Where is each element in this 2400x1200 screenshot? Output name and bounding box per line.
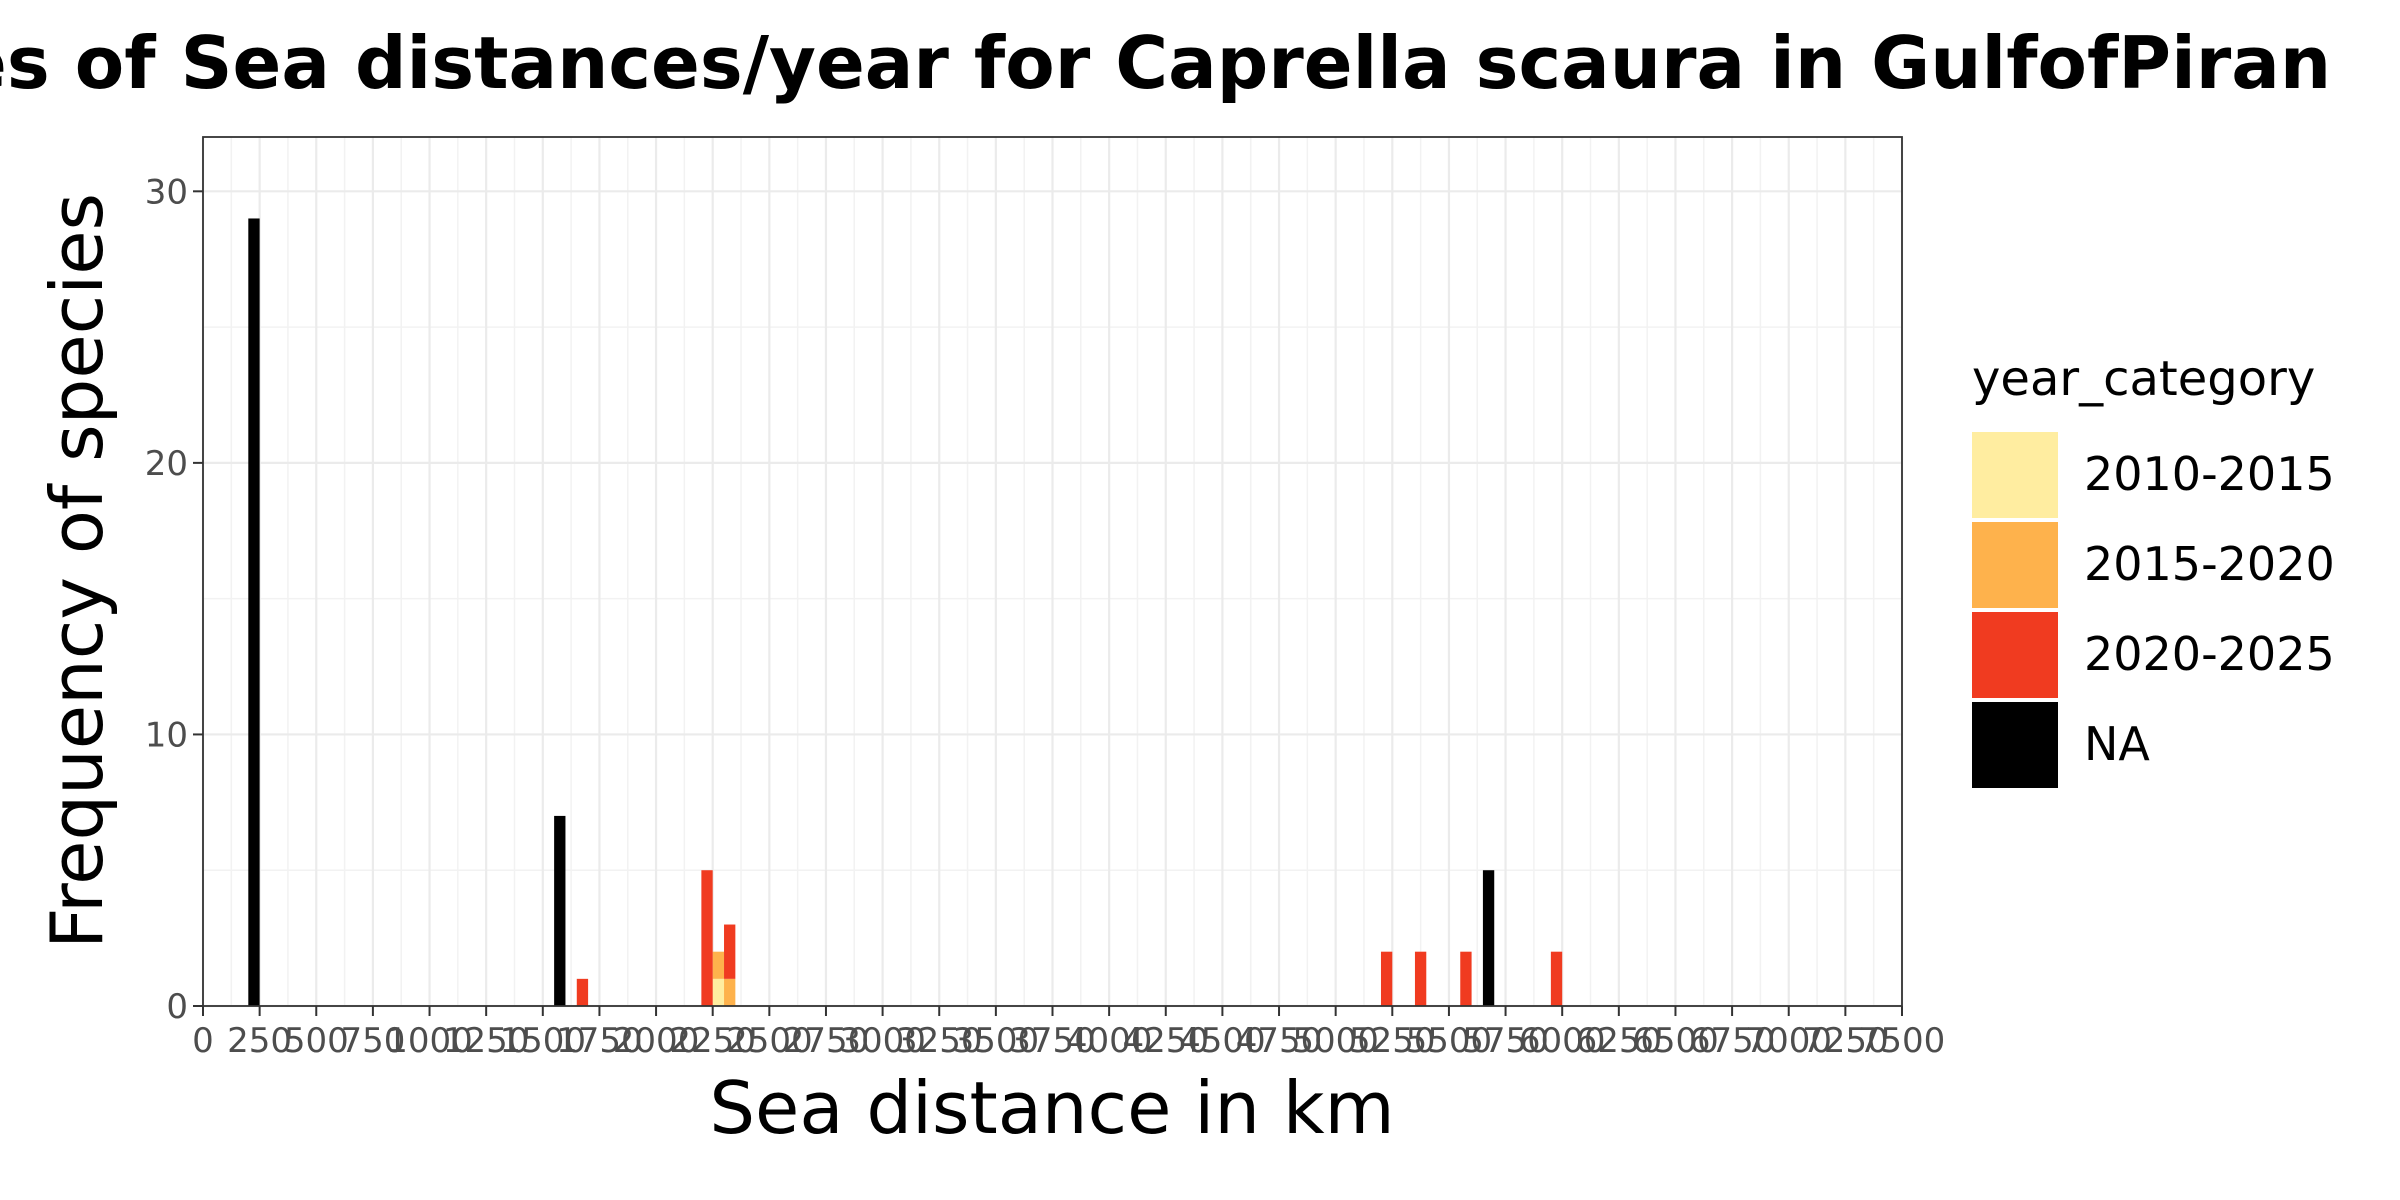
bar <box>1460 951 1472 1006</box>
legend-swatch <box>1972 702 2058 788</box>
x-tick-label: 4000 <box>1066 1021 1153 1061</box>
bar <box>554 815 566 1006</box>
bar <box>712 951 725 979</box>
legend-swatch <box>1972 612 2058 698</box>
x-tick-label: 750 <box>340 1021 405 1061</box>
y-tick-label: 30 <box>145 172 188 212</box>
x-tick-label: 6000 <box>1519 1021 1606 1061</box>
x-tick-label: 3750 <box>1009 1021 1096 1061</box>
x-tick-label: 5250 <box>1349 1021 1436 1061</box>
legend-label: 2020-2025 <box>2084 627 2335 681</box>
x-tick-label: 250 <box>227 1021 292 1061</box>
x-tick-label: 2500 <box>726 1021 813 1061</box>
legend-title: year_category <box>1972 351 2315 407</box>
x-tick-label: 6250 <box>1576 1021 1663 1061</box>
y-tick-label: 20 <box>145 444 188 484</box>
x-tick-label: 4750 <box>1236 1021 1323 1061</box>
x-tick-label: 1000 <box>386 1021 473 1061</box>
x-axis-title: Sea distance in km <box>709 1066 1394 1150</box>
x-tick-label: 1250 <box>443 1021 530 1061</box>
x-tick-label: 6500 <box>1632 1021 1719 1061</box>
x-tick-label: 2250 <box>669 1021 756 1061</box>
x-tick-label: 7500 <box>1859 1021 1946 1061</box>
bar <box>1482 870 1495 1006</box>
bar <box>701 870 713 1006</box>
x-tick-label: 4500 <box>1179 1021 1266 1061</box>
bars <box>248 218 1563 1006</box>
bar <box>724 978 736 1006</box>
legend-swatch <box>1972 432 2058 518</box>
x-tick-label: 4250 <box>1123 1021 1210 1061</box>
legend-label: 2015-2020 <box>2084 537 2335 591</box>
x-tick-label: 2750 <box>783 1021 870 1061</box>
x-tick-label: 7250 <box>1802 1021 1889 1061</box>
bar <box>1380 951 1393 1006</box>
x-tick-label: 2000 <box>613 1021 700 1061</box>
chart-title: Frequencies of Sea distances/year for Ca… <box>0 21 2331 105</box>
x-tick-label: 5750 <box>1462 1021 1549 1061</box>
x-tick-label: 3000 <box>839 1021 926 1061</box>
x-tick-label: 6750 <box>1689 1021 1776 1061</box>
y-tick-label: 10 <box>145 715 188 755</box>
legend-label: NA <box>2084 717 2150 771</box>
y-tick-label: 0 <box>166 987 188 1027</box>
legend: year_category 2010-2015 2015-2020 2020-202… <box>1972 351 2335 788</box>
bar <box>248 218 260 1006</box>
x-tick-label: 5500 <box>1406 1021 1493 1061</box>
x-tick-label: 3500 <box>953 1021 1040 1061</box>
x-tick-label: 7000 <box>1745 1021 1832 1061</box>
legend-label: 2010-2015 <box>2084 447 2335 501</box>
bar <box>1550 951 1563 1006</box>
x-axis: 0 250500750100012501500175020002250250027… <box>192 1006 1945 1061</box>
bar <box>724 924 736 979</box>
x-tick-label: 1500 <box>500 1021 587 1061</box>
y-axis-title: Frequency of species <box>35 193 119 949</box>
x-tick-label: 1750 <box>556 1021 643 1061</box>
y-axis: 0 10 20 30 <box>145 172 203 1027</box>
bar <box>576 978 589 1006</box>
bar <box>712 978 725 1006</box>
bar <box>1414 951 1427 1006</box>
x-tick-label: 0 <box>192 1021 214 1061</box>
grid-minor <box>203 137 1902 1006</box>
x-tick-label: 500 <box>284 1021 349 1061</box>
x-tick-label: 3250 <box>896 1021 983 1061</box>
legend-swatch <box>1972 522 2058 608</box>
x-tick-label: 5000 <box>1292 1021 1379 1061</box>
